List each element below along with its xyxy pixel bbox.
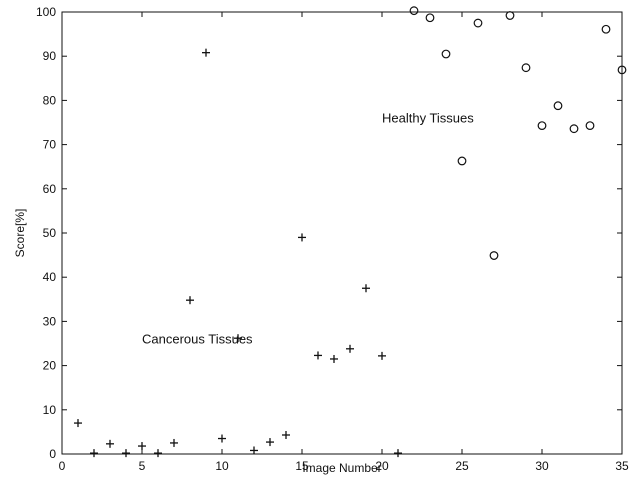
data-point-circle — [553, 101, 563, 111]
data-point-plus — [330, 354, 338, 363]
x-tick-label: 25 — [455, 459, 469, 473]
data-point-plus — [378, 351, 386, 360]
data-point-plus — [74, 419, 82, 428]
data-point-circle — [457, 156, 467, 166]
data-points — [74, 6, 627, 458]
data-point-circle — [441, 49, 451, 59]
data-point-circle — [521, 63, 531, 73]
x-axis-label: Image Number — [302, 461, 381, 475]
y-tick-label: 10 — [43, 403, 57, 417]
axis-ticks — [61, 11, 623, 455]
x-tick-label: 35 — [615, 459, 629, 473]
y-tick-label: 80 — [43, 93, 57, 107]
data-point-plus — [234, 334, 242, 343]
data-point-plus — [170, 438, 178, 447]
y-tick-label: 70 — [43, 138, 57, 152]
y-tick-label: 60 — [43, 182, 57, 196]
data-point-plus — [106, 439, 114, 448]
x-tick-label: 20 — [375, 459, 389, 473]
annotation-label: Healthy Tissues — [382, 111, 474, 126]
data-point-plus — [282, 430, 290, 439]
data-point-plus — [138, 442, 146, 451]
data-point-plus — [202, 48, 210, 57]
data-point-plus — [266, 438, 274, 447]
x-tick-label: 15 — [295, 459, 309, 473]
data-point-circle — [585, 121, 595, 130]
data-point-plus — [314, 351, 322, 360]
data-point-circle — [617, 65, 627, 75]
data-point-circle — [569, 124, 579, 134]
data-point-circle — [601, 24, 611, 34]
y-tick-label: 20 — [43, 359, 57, 373]
x-tick-label: 5 — [139, 459, 146, 473]
y-tick-label: 40 — [43, 270, 57, 284]
plot-frame — [61, 11, 623, 455]
axis-tick-labels: 0 5 10 15 20 25 30 35 0 10 20 30 40 50 60 70 80 90 100 — [36, 5, 629, 473]
data-point-circle — [537, 121, 547, 130]
y-axis-label: Score[%] — [13, 209, 27, 258]
x-tick-label: 0 — [59, 459, 66, 473]
data-point-plus — [346, 344, 354, 353]
data-point-circle — [489, 251, 499, 260]
x-tick-label: 10 — [215, 459, 229, 473]
data-point-circle — [425, 13, 435, 23]
y-tick-label: 50 — [43, 226, 57, 240]
data-point-plus — [394, 449, 402, 458]
data-point-circle — [409, 6, 419, 16]
data-point-circle — [473, 18, 483, 28]
annotations: Healthy Tissues Cancerous Tissues — [142, 111, 474, 347]
data-point-plus — [186, 296, 194, 305]
y-tick-label: 0 — [49, 447, 56, 461]
data-point-plus — [298, 233, 306, 242]
x-tick-label: 30 — [535, 459, 549, 473]
y-tick-label: 100 — [36, 5, 56, 19]
data-point-plus — [362, 284, 370, 293]
annotation-label: Cancerous Tissues — [142, 332, 253, 347]
data-point-plus — [154, 449, 162, 458]
data-point-plus — [218, 434, 226, 443]
y-tick-label: 30 — [43, 314, 57, 328]
data-point-circle — [505, 11, 515, 20]
data-point-plus — [250, 446, 258, 455]
data-point-plus — [122, 449, 130, 458]
y-tick-label: 90 — [43, 49, 57, 63]
data-point-plus — [90, 449, 98, 458]
